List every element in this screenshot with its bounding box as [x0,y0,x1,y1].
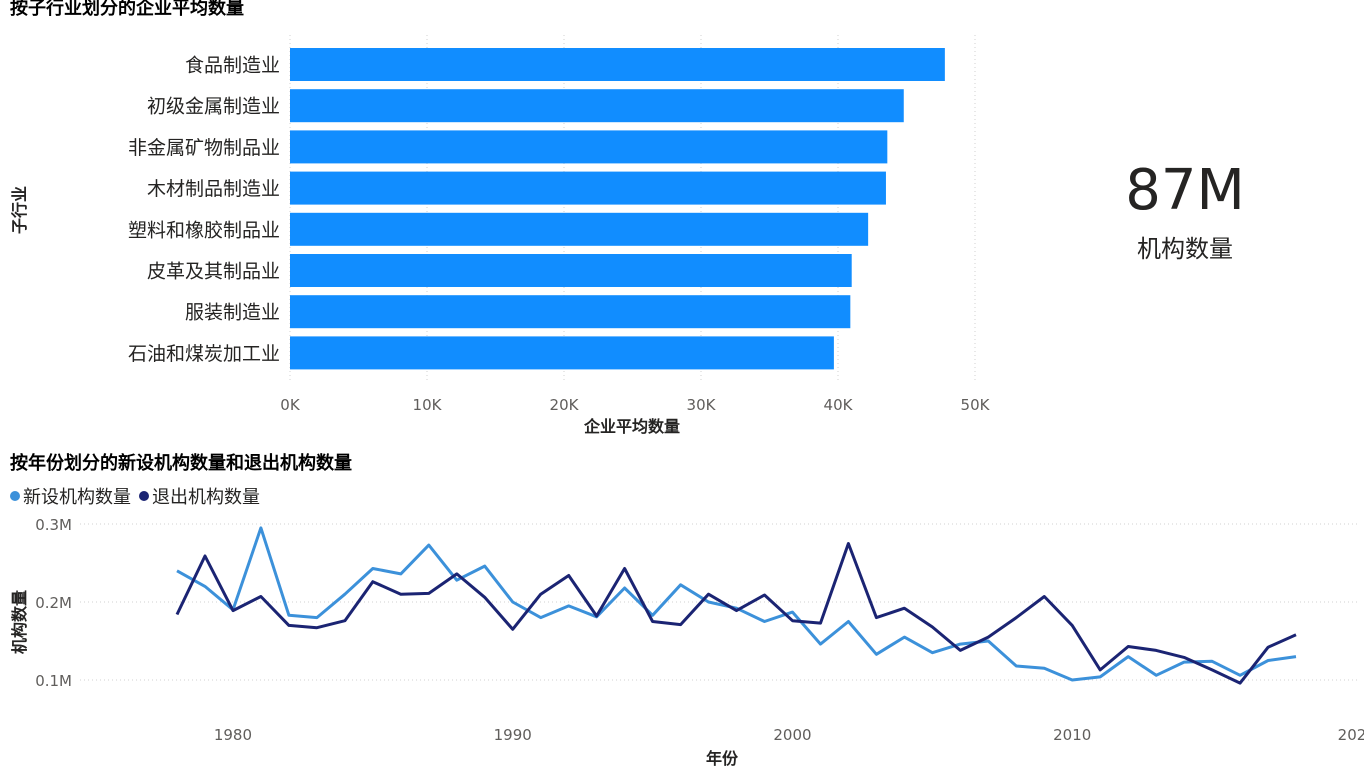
bar-chart: 0K 10K 20K 30K 40K 50K 食品制造业初级金属制造业非金属矿物制品业木材制… [10,35,991,436]
bar [290,89,904,123]
legend-label-exit: 退出机构数量 [152,487,260,508]
bar [290,48,945,81]
line-y-axis-title: 机构数量 [10,590,29,654]
series-line-new [176,526,1297,682]
line-chart-title: 按年份划分的新设机构数量和退出机构数量 [10,453,352,474]
bar [290,336,834,370]
line-x-tick: 1990 [494,726,532,744]
bar [290,295,851,329]
bar-category-label: 皮革及其制品业 [147,261,280,283]
bar [290,171,886,205]
bar-category-label: 塑料和橡胶制品业 [128,219,280,241]
bar-category-label: 服装制造业 [185,302,280,324]
bar-chart-title: 按子行业划分的企业平均数量 [10,0,244,19]
legend-dot-exit [139,491,149,501]
bar-y-axis-title: 子行业 [10,186,29,234]
line-y-tick: 0.3M [35,516,72,534]
line-x-tick: 2010 [1053,726,1091,744]
kpi-label: 机构数量 [1137,235,1233,263]
line-y-tick: 0.2M [35,594,72,612]
legend-item-exit[interactable]: 退出机构数量 [139,483,260,509]
kpi-value: 87M [1125,158,1245,223]
line-y-tick: 0.1M [35,672,72,690]
bar-x-tick: 50K [961,396,991,414]
bar [290,130,888,164]
bar-category-label: 食品制造业 [185,55,280,77]
bar-x-tick: 10K [413,396,443,414]
bar-x-tick: 0K [280,396,301,414]
bar-x-tick: 40K [824,396,854,414]
bar-x-tick: 30K [687,396,717,414]
bar-x-axis-title: 企业平均数量 [583,417,680,436]
line-x-tick: 202 [1338,726,1364,744]
series-line-exit [175,542,1297,685]
bar-x-tick: 20K [550,396,580,414]
legend-dot-new [10,491,20,501]
bar [290,254,852,287]
bar-category-label: 石油和煤炭加工业 [128,343,280,365]
bar [290,212,869,246]
line-x-tick: 2000 [773,726,811,744]
bar-category-label: 木材制品制造业 [147,178,280,200]
bar-category-label: 初级金属制造业 [147,96,280,118]
line-x-tick: 1980 [214,726,252,744]
line-x-axis-title: 年份 [706,749,739,768]
legend-item-new[interactable]: 新设机构数量 [10,483,131,509]
line-legend[interactable]: 新设机构数量 退出机构数量 [10,483,260,509]
legend-label-new: 新设机构数量 [23,487,131,508]
bar-category-label: 非金属矿物制品业 [128,137,280,159]
